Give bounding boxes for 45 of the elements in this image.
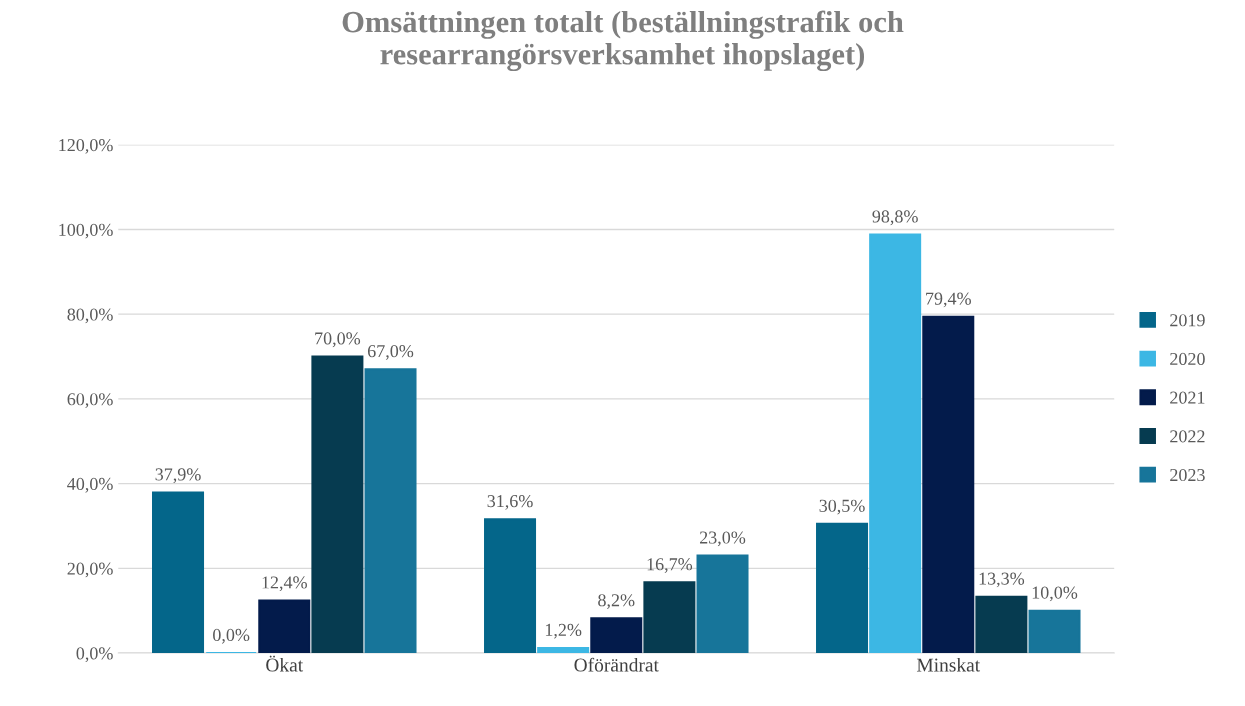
y-tick-label: 60,0% [67, 393, 113, 408]
data-label: 67,0% [367, 345, 414, 360]
legend-label: 2019 [1170, 314, 1205, 327]
data-label: 79,4% [926, 292, 971, 308]
legend-label: 2022 [1170, 430, 1205, 443]
bar [364, 368, 417, 654]
y-tick-label: 100,0% [59, 223, 113, 239]
bar [537, 646, 590, 654]
data-label: 30,5% [819, 499, 865, 515]
data-label: 1,2% [545, 623, 582, 639]
chart-title: Omsättningen totalt (beställningstrafik och researrangörsverksamhet ihopslaget) [342, 10, 904, 72]
bar [975, 595, 1028, 654]
data-label: 8,2% [598, 594, 635, 609]
y-tick-label: 20,0% [67, 562, 113, 578]
bar [922, 315, 975, 654]
bar [816, 522, 869, 654]
data-label: 10,0% [1032, 586, 1078, 602]
bar [869, 233, 922, 654]
bar [311, 355, 364, 654]
y-tick-label: 80,0% [67, 308, 113, 324]
x-tick-label: Oförändrat [574, 657, 659, 672]
bar [696, 554, 749, 654]
data-label: 70,0% [315, 332, 361, 348]
y-tick-label: 120,0% [59, 138, 113, 154]
data-label: 13,3% [979, 572, 1025, 588]
legend-label: 2021 [1170, 391, 1205, 404]
y-tick-label: 0,0% [76, 647, 113, 663]
data-label: 98,8% [872, 210, 918, 226]
data-label: 12,4% [262, 576, 307, 592]
x-tick-label: Ökat [266, 655, 304, 672]
x-tick-label: Minskat [916, 657, 981, 672]
bar [152, 491, 205, 654]
bar [1028, 609, 1081, 654]
data-label: 16,7% [647, 558, 693, 573]
bar [590, 617, 643, 654]
data-label: 23,0% [699, 531, 746, 547]
y-tick-label: 40,0% [67, 477, 113, 493]
data-label: 0,0% [213, 628, 250, 644]
bar [484, 518, 537, 654]
legend-label: 2023 [1170, 468, 1205, 482]
legend-label: 2020 [1170, 352, 1205, 366]
data-label: 31,6% [487, 495, 533, 510]
bar [258, 599, 311, 654]
bar [643, 581, 696, 654]
data-label: 37,9% [155, 468, 201, 484]
